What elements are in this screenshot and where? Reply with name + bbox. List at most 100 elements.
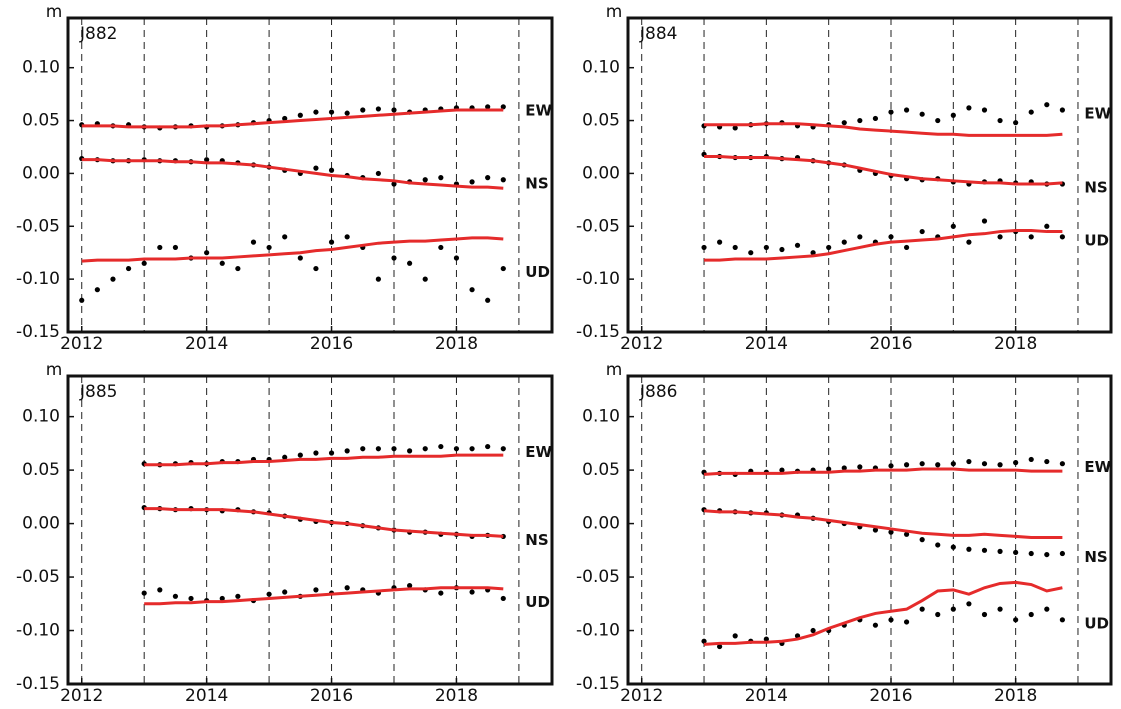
data-point [141,260,147,266]
data-point [732,125,738,131]
trend-line [704,122,1063,137]
data-point [360,107,366,113]
y-tick-label: 0.05 [22,460,60,480]
data-point [981,107,988,113]
data-point [282,234,288,240]
data-point [935,542,941,548]
x-tick-label: 2012 [620,334,663,354]
series-label: NS [1084,548,1107,566]
trend-line [144,507,504,538]
data-point [375,106,381,112]
data-point [453,255,460,261]
data-point [328,109,335,115]
data-point [282,589,288,595]
y-tick-label: 0.00 [22,514,60,534]
y-axis-label: m [606,2,623,22]
data-point [903,531,910,537]
data-point [438,244,444,251]
series-label: EW [1084,458,1111,476]
data-point [717,643,723,650]
data-point [701,638,707,644]
data-point [500,104,506,110]
y-tick-label: -0.05 [16,567,60,587]
data-point [872,622,879,628]
data-point [935,611,941,618]
data-point [903,107,910,113]
data-point [204,157,210,163]
data-point [935,117,941,124]
data-point [125,265,132,272]
data-point [997,117,1003,124]
data-point [997,234,1003,240]
series-label: UD [1084,614,1109,632]
data-point [344,585,350,591]
data-point [110,276,116,282]
data-point [407,583,413,589]
y-tick-label: -0.05 [576,567,620,587]
trend-line [703,509,1063,539]
trend-line [704,154,1063,186]
data-point [1059,234,1065,240]
data-point [469,287,475,293]
x-tick-label: 2012 [60,686,103,706]
data-point [950,223,956,229]
y-tick-label: 0.05 [22,111,60,131]
data-point [1059,461,1065,467]
y-axis-label: m [606,360,623,380]
y-tick-label: -0.10 [576,621,620,641]
data-point [172,244,179,251]
data-point [826,244,832,251]
data-point [857,117,863,124]
plot-frame [626,374,1113,686]
y-tick-label: 0.05 [582,460,620,480]
series-label: UD [1084,231,1109,249]
x-tick-label: 2014 [745,686,788,706]
series-label: EW [525,101,552,119]
data-point [1059,107,1065,113]
trend-line [144,586,504,606]
data-point [794,242,801,248]
y-tick-label: -0.05 [16,216,60,236]
data-point [966,105,972,111]
x-tick-label: 2018 [435,686,478,706]
data-point [701,244,707,251]
data-point [469,179,475,185]
data-point [438,443,444,450]
data-point [1028,611,1034,618]
y-tick-label: -0.10 [16,269,60,289]
x-tick-label: 2016 [869,334,912,354]
data-point [903,244,910,251]
panel-title: J882 [79,24,117,44]
data-point [375,446,381,452]
data-point [188,595,194,602]
data-point [841,120,847,126]
series-label: EW [1084,104,1111,122]
data-point [779,246,785,253]
data-point [950,606,956,612]
trend-line [703,467,1063,476]
data-point [919,228,925,235]
data-point [485,297,491,303]
data-point [407,448,413,454]
data-point [966,458,972,465]
data-point [1013,549,1019,556]
data-point [981,461,988,467]
data-point [950,461,956,467]
data-point [857,234,863,240]
y-tick-label: 0.00 [582,163,620,183]
panel-title: J885 [79,382,117,402]
data-point [981,218,988,224]
data-point [841,465,847,471]
data-point [328,239,335,245]
data-point [282,115,288,122]
data-point [1028,550,1034,557]
data-point [297,452,303,458]
data-point [732,244,738,251]
data-point [732,633,738,639]
data-point [297,255,303,261]
data-point [966,601,972,607]
data-point [422,276,428,282]
data-point [141,590,147,596]
plot-frame [66,16,554,334]
data-point [1044,606,1050,612]
